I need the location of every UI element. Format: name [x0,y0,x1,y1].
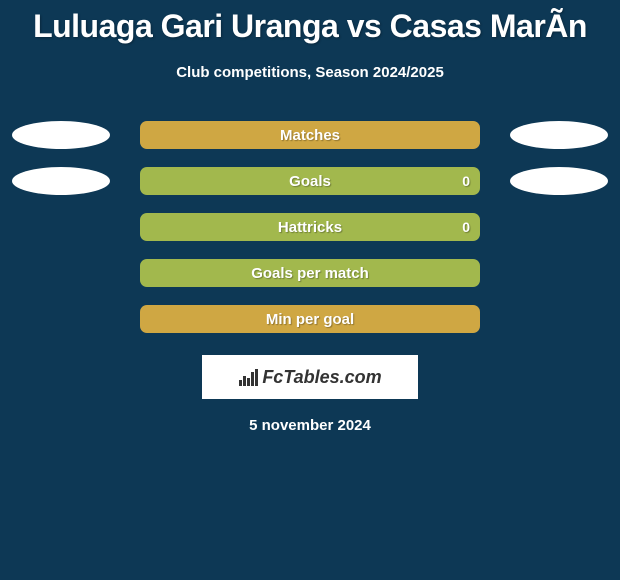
stat-bar-goals-per-match: Goals per match [140,259,480,287]
player2-value: 0 [462,173,470,189]
player2-ellipse [510,167,608,195]
player1-ellipse [12,167,110,195]
stat-label: Goals per match [251,265,369,282]
player1-ellipse [12,121,110,149]
stat-bar-goals: Goals 0 [140,167,480,195]
logo-text: FcTables.com [262,367,381,388]
main-container: Luluaga Gari Uranga vs Casas MarÃ­n Club… [0,0,620,434]
stat-bar-matches: Matches [140,121,480,149]
chart-bars-icon [238,368,258,386]
comparison-row-goals-per-match: Goals per match [0,259,620,287]
subtitle: Club competitions, Season 2024/2025 [176,64,444,81]
logo-content: FcTables.com [238,367,381,388]
stat-label: Min per goal [266,311,354,328]
page-title: Luluaga Gari Uranga vs Casas MarÃ­n [33,8,587,45]
comparison-row-hattricks: Hattricks 0 [0,213,620,241]
stat-bar-min-per-goal: Min per goal [140,305,480,333]
stat-bar-hattricks: Hattricks 0 [140,213,480,241]
stat-label: Matches [280,127,340,144]
logo-container: FcTables.com [202,355,418,399]
date-text: 5 november 2024 [249,417,371,434]
stat-label: Goals [289,173,331,190]
player2-value: 0 [462,219,470,235]
comparison-row-matches: Matches [0,121,620,149]
stat-label: Hattricks [278,219,342,236]
player2-ellipse [510,121,608,149]
comparison-row-goals: Goals 0 [0,167,620,195]
comparison-row-min-per-goal: Min per goal [0,305,620,333]
